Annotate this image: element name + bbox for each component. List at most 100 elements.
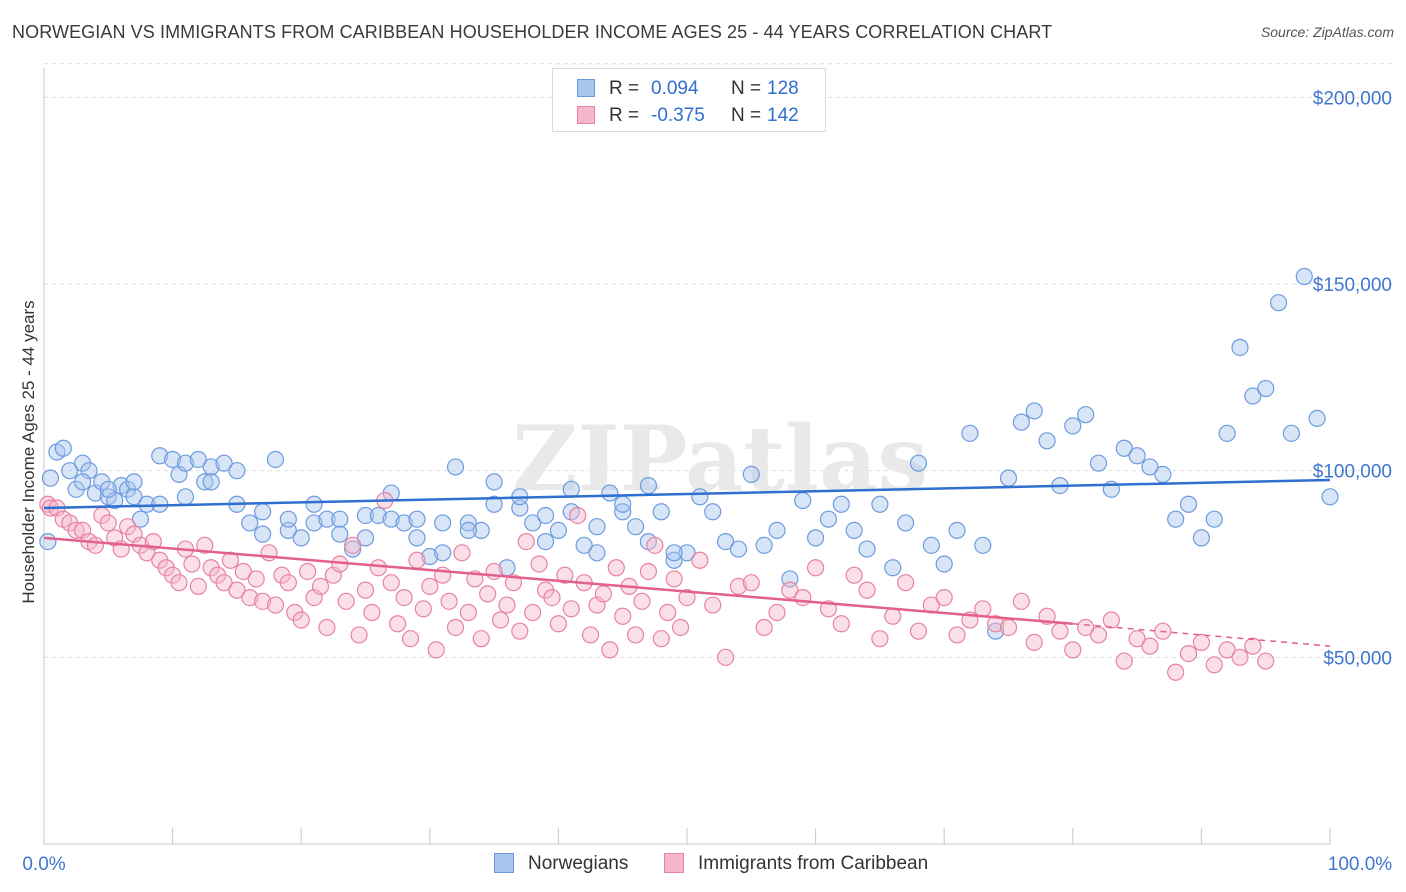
bottom-legend-label: Immigrants from Caribbean	[698, 853, 929, 874]
point-norwegians	[138, 495, 156, 513]
point-caribbean	[1077, 618, 1095, 637]
point-norwegians	[459, 521, 477, 540]
point-caribbean	[646, 536, 664, 554]
point-norwegians	[331, 510, 349, 528]
point-caribbean	[382, 574, 400, 592]
point-caribbean	[569, 506, 587, 525]
point-norwegians	[305, 514, 323, 532]
legend-n-label: N =	[731, 105, 762, 126]
point-norwegians	[974, 536, 992, 554]
point-norwegians	[1179, 495, 1198, 513]
point-caribbean	[549, 615, 568, 633]
point-caribbean	[241, 588, 259, 607]
point-norwegians	[39, 532, 57, 551]
point-caribbean	[459, 603, 477, 622]
point-norwegians	[215, 454, 233, 472]
point-caribbean	[581, 626, 600, 644]
point-norwegians	[562, 480, 580, 498]
point-norwegians	[704, 503, 722, 521]
point-caribbean	[196, 536, 214, 554]
point-caribbean	[504, 574, 522, 592]
point-norwegians	[228, 462, 246, 480]
point-norwegians	[1089, 454, 1108, 472]
point-caribbean	[974, 600, 992, 618]
point-caribbean	[1205, 656, 1223, 674]
legend-r-label: R =	[609, 105, 640, 126]
y-tick-label: $150,000	[1313, 275, 1392, 296]
point-norwegians	[871, 495, 889, 513]
point-caribbean	[794, 588, 812, 607]
point-norwegians	[1308, 409, 1326, 427]
point-norwegians	[768, 521, 786, 540]
point-caribbean	[781, 581, 799, 599]
point-norwegians	[935, 555, 953, 573]
y-axis-label: Householder Income Ages 25 - 44 years	[19, 300, 38, 603]
point-norwegians	[202, 458, 220, 476]
point-caribbean	[1064, 641, 1082, 659]
point-caribbean	[170, 574, 188, 592]
point-norwegians	[897, 514, 915, 532]
point-norwegians	[549, 521, 568, 540]
point-norwegians	[845, 521, 863, 540]
point-caribbean	[716, 648, 735, 666]
point-caribbean	[543, 588, 561, 607]
point-caribbean	[671, 618, 690, 637]
point-caribbean	[414, 600, 432, 618]
point-caribbean	[633, 592, 651, 610]
point-caribbean	[691, 551, 709, 569]
point-caribbean	[67, 521, 85, 540]
source-label: Source: ZipAtlas.com	[1260, 24, 1394, 40]
point-norwegians	[1115, 439, 1133, 457]
point-norwegians	[536, 506, 555, 525]
point-norwegians	[819, 510, 838, 528]
y-tick-label: $100,000	[1313, 462, 1392, 483]
point-norwegians	[716, 532, 735, 551]
point-norwegians	[961, 424, 979, 442]
point-caribbean	[626, 626, 645, 644]
point-norwegians	[999, 469, 1018, 487]
point-norwegians	[421, 547, 439, 566]
point-caribbean	[247, 570, 265, 588]
point-norwegians	[678, 544, 696, 562]
point-caribbean	[350, 626, 368, 644]
point-caribbean	[279, 574, 297, 592]
legend-r-value: 0.094	[651, 78, 699, 99]
point-caribbean	[86, 536, 105, 554]
point-caribbean	[453, 544, 471, 562]
legend-swatch-blue	[577, 79, 595, 97]
point-norwegians	[806, 529, 825, 547]
point-caribbean	[446, 618, 465, 637]
point-norwegians	[588, 544, 606, 562]
point-caribbean	[260, 544, 278, 562]
point-caribbean	[292, 611, 310, 629]
point-caribbean	[594, 585, 613, 603]
point-caribbean	[401, 630, 420, 648]
point-caribbean	[755, 618, 773, 637]
point-caribbean	[987, 615, 1005, 633]
point-norwegians	[472, 521, 490, 540]
point-caribbean	[1244, 637, 1262, 655]
point-caribbean	[356, 581, 375, 599]
point-caribbean	[1051, 622, 1069, 640]
point-caribbean	[234, 562, 252, 581]
point-norwegians	[176, 454, 195, 472]
point-norwegians	[742, 465, 760, 483]
point-norwegians	[1064, 417, 1082, 435]
point-norwegians	[241, 514, 259, 532]
point-norwegians	[344, 540, 362, 558]
point-norwegians	[755, 536, 773, 554]
point-caribbean	[614, 607, 632, 625]
legend-n-label: N =	[731, 78, 762, 99]
point-norwegians	[652, 503, 670, 521]
point-norwegians	[41, 469, 60, 487]
point-caribbean	[183, 555, 201, 573]
point-caribbean	[665, 570, 683, 588]
point-caribbean	[517, 532, 535, 551]
point-norwegians	[434, 544, 452, 562]
point-caribbean	[491, 611, 510, 629]
point-caribbean	[884, 607, 902, 625]
point-caribbean	[266, 596, 285, 614]
point-caribbean	[768, 603, 786, 622]
legend-n-value: 142	[767, 105, 799, 126]
